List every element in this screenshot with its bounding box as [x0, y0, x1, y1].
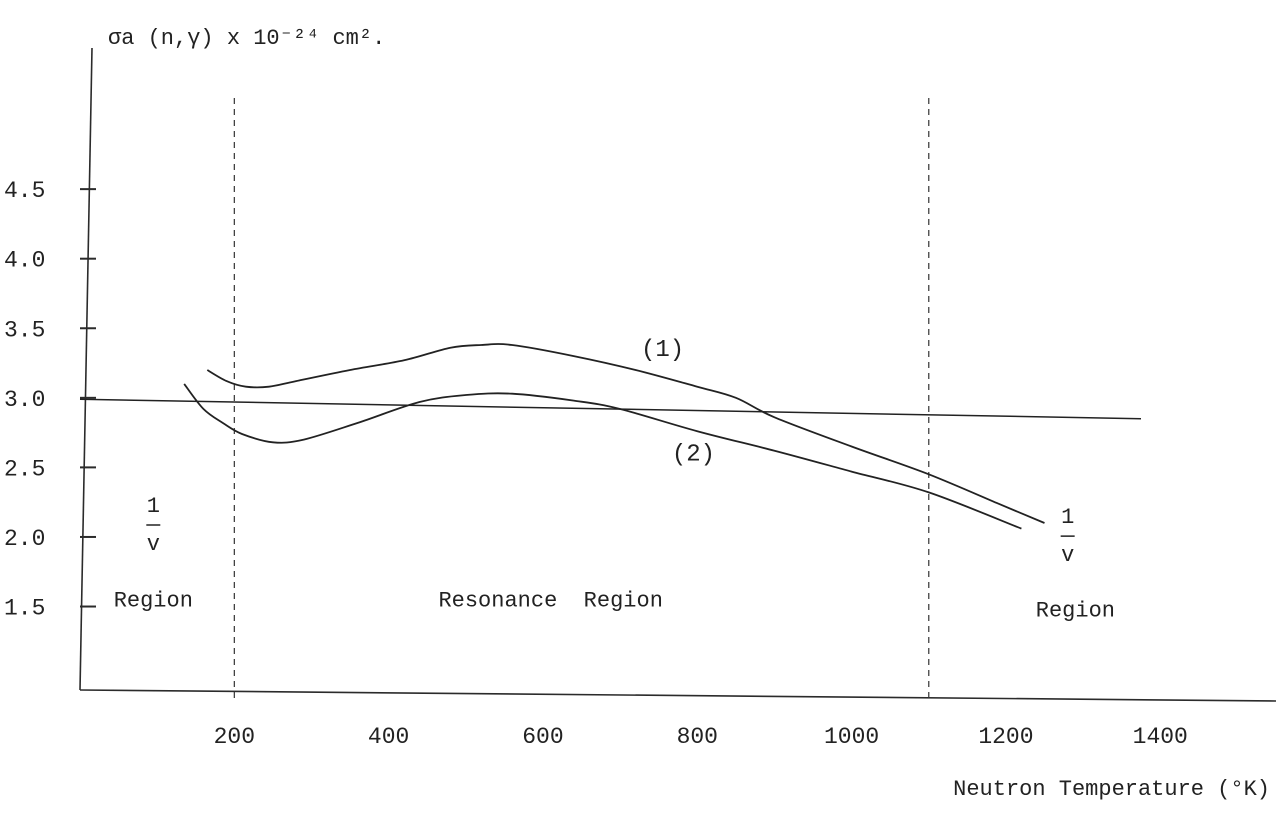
fraction-denominator: v [1061, 543, 1074, 568]
chart-title: σa (n,γ) x 10⁻²⁴ cm². [108, 26, 385, 51]
x-tick-label: 800 [677, 724, 718, 750]
x-tick-label: 1000 [824, 724, 879, 750]
y-tick-label: 1.5 [4, 596, 45, 622]
axes: 1.5 2.0 2.5 3.0 3.5 4.0 4.5 200 400 600 800 1000 120… [4, 47, 1276, 750]
y-tick-label: 2.0 [4, 526, 45, 552]
region-label: Region [114, 589, 193, 614]
series-line-1 [206, 343, 1045, 524]
fraction-numerator: 1 [1061, 505, 1074, 530]
x-axis-label: Neutron Temperature (°K) [953, 777, 1270, 802]
fraction-numerator: 1 [147, 494, 160, 519]
reference-line [79, 398, 1142, 420]
chart-title-group: σa (n,γ) x 10⁻²⁴ cm². [108, 26, 385, 51]
x-tick-label: 200 [214, 724, 255, 750]
y-axis-line [79, 47, 93, 691]
x-axis-line [79, 689, 1276, 702]
y-tick-label: 4.5 [4, 178, 45, 204]
series-label: (2) [672, 441, 715, 468]
one-over-v-fraction: 1v [146, 494, 161, 557]
fraction-denominator: v [147, 532, 160, 557]
series-group: (1) (2) [79, 337, 1142, 530]
y-tick-label: 2.5 [4, 456, 45, 482]
y-tick-label: 3.5 [4, 317, 45, 343]
series-line-2 [183, 383, 1022, 530]
x-tick-label: 400 [368, 724, 409, 750]
one-over-v-fraction: 1v [1060, 505, 1075, 568]
x-tick-label: 600 [522, 724, 563, 750]
region-label: Resonance Region [438, 589, 662, 614]
region-dividers [233, 98, 930, 700]
y-tick-label: 4.0 [4, 248, 45, 274]
y-tick-label: 3.0 [4, 387, 45, 413]
region-label: Region [1036, 598, 1115, 623]
series-label: (1) [641, 337, 684, 364]
x-tick-label: 1400 [1133, 724, 1188, 750]
x-tick-label: 1200 [978, 724, 1033, 750]
